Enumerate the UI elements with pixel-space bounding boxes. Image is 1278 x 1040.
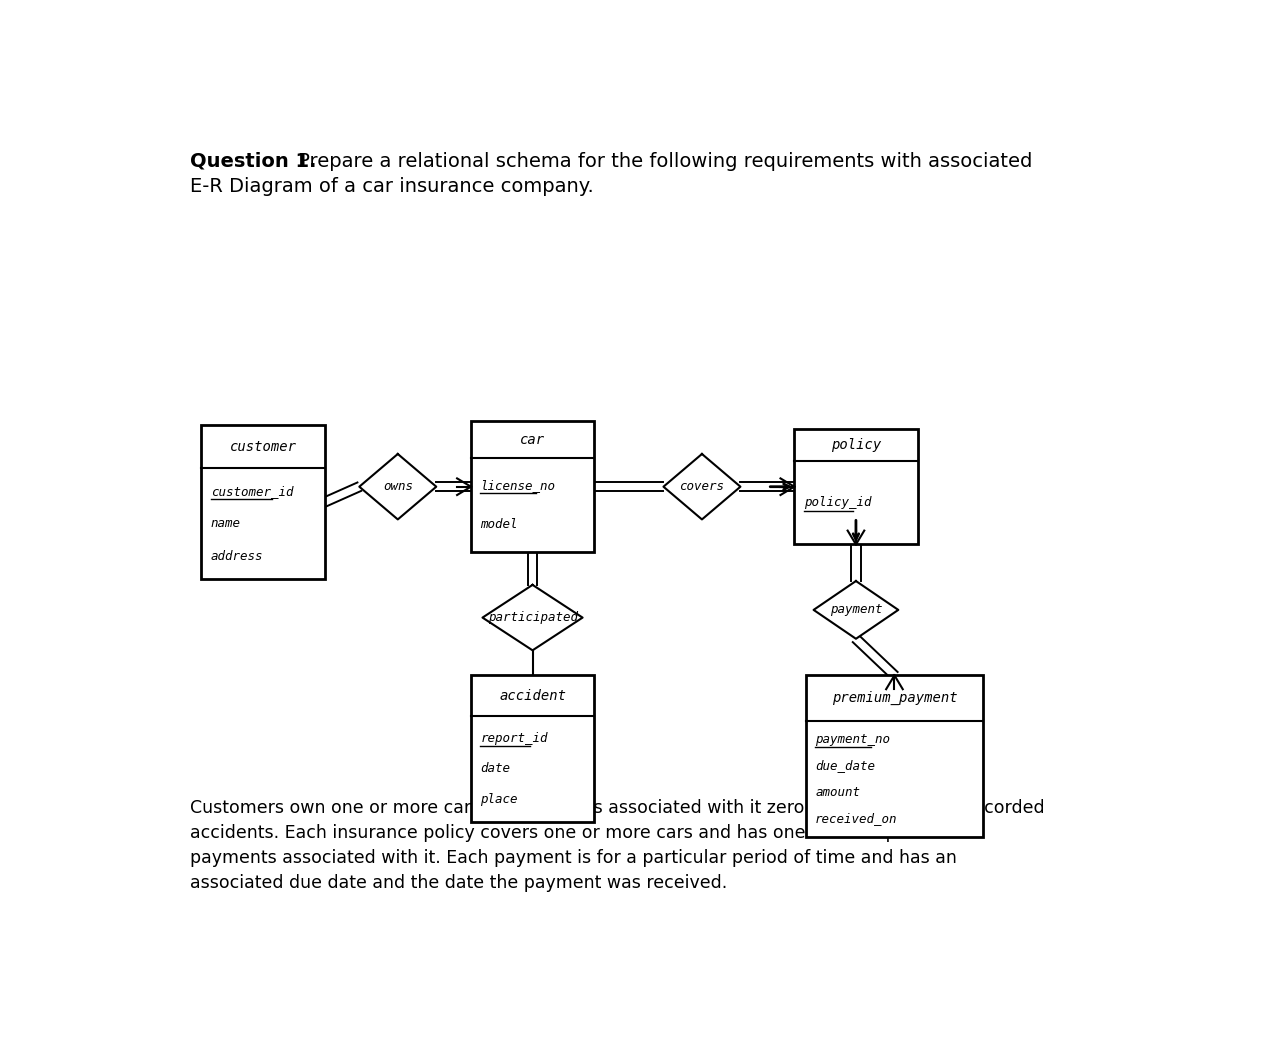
Text: customer_id: customer_id <box>211 485 293 497</box>
Text: car: car <box>520 433 546 446</box>
Text: date: date <box>481 762 510 776</box>
Text: participated: participated <box>487 612 578 624</box>
Text: E-R Diagram of a car insurance company.: E-R Diagram of a car insurance company. <box>190 177 594 197</box>
Text: due_date: due_date <box>815 759 875 772</box>
Polygon shape <box>483 584 583 650</box>
Bar <box>472 675 594 822</box>
Text: covers: covers <box>680 480 725 493</box>
Text: Question 1.: Question 1. <box>190 152 317 171</box>
Text: place: place <box>481 794 518 806</box>
Text: name: name <box>211 517 240 530</box>
Bar <box>795 428 918 545</box>
Text: payment_no: payment_no <box>815 732 891 746</box>
Text: license_no: license_no <box>481 478 555 492</box>
Text: customer: customer <box>230 440 296 453</box>
Polygon shape <box>359 454 436 519</box>
Text: owns: owns <box>383 480 413 493</box>
Text: premium_payment: premium_payment <box>832 691 957 705</box>
Polygon shape <box>663 454 740 519</box>
Text: policy_id: policy_id <box>804 496 872 510</box>
Bar <box>202 425 325 579</box>
Bar <box>806 675 983 837</box>
Text: Prepare a relational schema for the following requirements with associated: Prepare a relational schema for the foll… <box>291 152 1031 171</box>
Text: received_on: received_on <box>815 812 897 825</box>
Text: payment: payment <box>829 603 882 617</box>
Polygon shape <box>814 581 898 639</box>
Text: report_id: report_id <box>481 731 548 745</box>
Text: amount: amount <box>815 785 860 799</box>
Text: policy: policy <box>831 438 881 452</box>
Bar <box>472 421 594 552</box>
Text: Customers own one or more cars. Each car has associated with it zero to any numb: Customers own one or more cars. Each car… <box>190 799 1044 891</box>
Text: accident: accident <box>498 688 566 703</box>
Text: model: model <box>481 518 518 531</box>
Text: address: address <box>211 550 263 563</box>
